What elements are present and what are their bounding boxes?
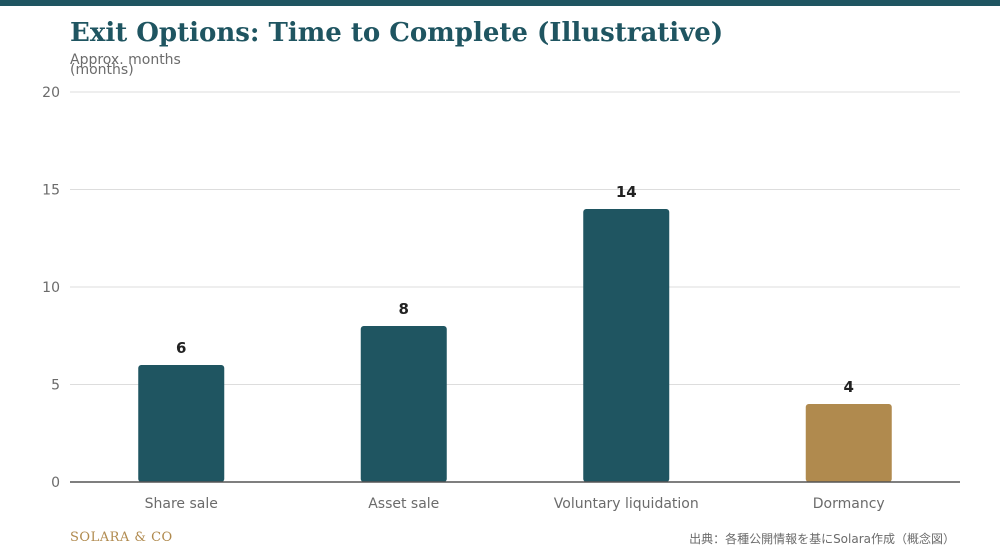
brand-name: SOLARA & CO	[70, 530, 173, 545]
bar	[360, 326, 447, 482]
bar	[583, 209, 670, 482]
chart-title: Exit Options: Time to Complete (Illustra…	[70, 18, 724, 48]
x-tick-label: Dormancy	[813, 496, 885, 512]
y-tick-label: 15	[42, 183, 60, 199]
bar	[138, 365, 225, 482]
y-axis-label: Approx. months (months)	[70, 52, 181, 78]
data-label: 8	[399, 300, 409, 318]
y-tick-label: 10	[42, 280, 60, 296]
x-tick-label: Asset sale	[368, 496, 439, 512]
x-tick-label: Voluntary liquidation	[554, 496, 699, 512]
y-tick-label: 5	[51, 378, 60, 394]
data-label: 4	[844, 378, 854, 396]
top-accent-bar	[0, 0, 1000, 6]
y-tick-label: 0	[51, 475, 60, 491]
data-label: 6	[176, 339, 186, 357]
source-note: 出典：各種公開情報を基にSolara作成（概念図）	[689, 532, 955, 546]
y-tick-label: 20	[42, 85, 60, 101]
x-tick-label: Share sale	[145, 496, 218, 512]
bar	[805, 404, 892, 482]
data-label: 14	[616, 183, 637, 201]
